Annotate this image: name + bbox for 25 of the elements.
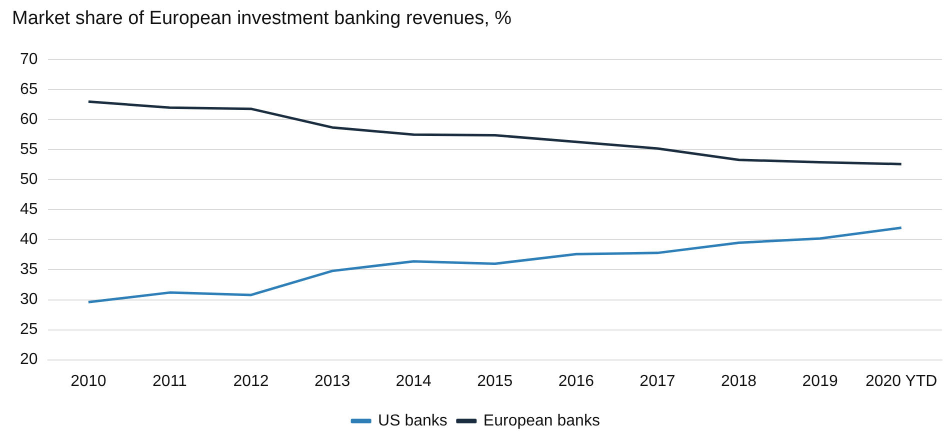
- x-tick-label: 2018: [720, 372, 757, 390]
- x-tick-label: 2020 YTD: [865, 372, 938, 390]
- y-tick-label: 30: [20, 291, 38, 308]
- x-tick-label: 2011: [152, 372, 188, 390]
- x-tick-label: 2012: [233, 372, 269, 390]
- y-tick-label: 70: [20, 51, 38, 68]
- y-tick-label: 35: [20, 261, 38, 278]
- y-tick-label: 40: [20, 231, 38, 248]
- x-tick-label: 2015: [477, 372, 513, 390]
- x-tick-label: 2016: [558, 372, 594, 390]
- y-tick-label: 45: [20, 201, 38, 218]
- legend-label: US banks: [378, 412, 448, 430]
- y-tick-label: 55: [20, 141, 38, 158]
- y-tick-label: 60: [20, 111, 38, 128]
- x-tick-label: 2019: [802, 372, 838, 390]
- x-tick-label: 2013: [314, 372, 350, 390]
- x-tick-label: 2017: [640, 372, 676, 390]
- y-tick-label: 20: [20, 351, 38, 368]
- legend-label: European banks: [483, 412, 600, 430]
- y-tick-label: 50: [20, 171, 38, 188]
- y-tick-label: 65: [20, 81, 38, 98]
- chart-subtitle: Market share of European investment banking revenues, %: [12, 8, 512, 30]
- y-tick-label: 25: [20, 321, 38, 338]
- x-tick-label: 2010: [70, 372, 106, 390]
- x-tick-label: 2014: [396, 372, 432, 390]
